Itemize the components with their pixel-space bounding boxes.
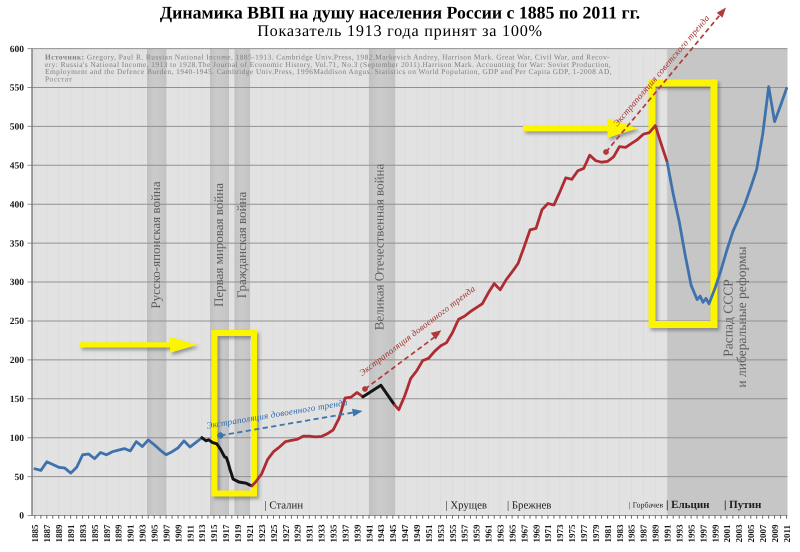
svg-text:| Горбачев: | Горбачев — [629, 501, 663, 510]
svg-text:1979: 1979 — [591, 524, 601, 543]
svg-text:Распад СССР: Распад СССР — [721, 279, 736, 356]
svg-text:1951: 1951 — [424, 524, 434, 543]
svg-text:1905: 1905 — [150, 524, 160, 543]
svg-text:400: 400 — [10, 200, 25, 210]
svg-text:1961: 1961 — [484, 524, 494, 543]
svg-text:| Сталин: | Сталин — [265, 500, 304, 512]
svg-text:1955: 1955 — [448, 524, 458, 543]
svg-text:| Путин: | Путин — [724, 499, 762, 511]
svg-text:Employment and the Defence Bur: Employment and the Defence Burden, 1940-… — [45, 67, 612, 76]
svg-text:1887: 1887 — [42, 524, 52, 543]
svg-text:1959: 1959 — [472, 524, 482, 543]
svg-text:1889: 1889 — [54, 524, 64, 543]
svg-text:1895: 1895 — [90, 524, 100, 543]
svg-text:1909: 1909 — [173, 524, 183, 543]
svg-text:1899: 1899 — [114, 524, 124, 543]
svg-text:100: 100 — [10, 434, 25, 444]
svg-text:450: 450 — [10, 162, 25, 172]
svg-text:1965: 1965 — [507, 524, 517, 543]
svg-text:и либеральные реформы: и либеральные реформы — [734, 246, 749, 387]
svg-text:1885: 1885 — [30, 524, 40, 543]
svg-text:1907: 1907 — [161, 524, 171, 543]
svg-text:1969: 1969 — [531, 524, 541, 543]
svg-text:Показатель 1913 года принят за: Показатель 1913 года принят за 100% — [257, 22, 543, 40]
svg-text:1989: 1989 — [651, 524, 661, 543]
svg-text:2007: 2007 — [758, 524, 768, 543]
svg-text:1947: 1947 — [400, 524, 410, 543]
svg-text:2001: 2001 — [722, 524, 732, 543]
svg-text:1967: 1967 — [519, 524, 529, 543]
svg-text:1901: 1901 — [126, 524, 136, 543]
svg-text:1997: 1997 — [698, 524, 708, 543]
svg-text:600: 600 — [10, 45, 25, 55]
svg-text:Динамика ВВП на душу населения: Динамика ВВП на душу населения России с … — [160, 3, 640, 23]
svg-text:1949: 1949 — [412, 524, 422, 543]
svg-text:1919: 1919 — [233, 524, 243, 543]
svg-text:1929: 1929 — [293, 524, 303, 543]
svg-text:Великая Отечественная война: Великая Отечественная война — [372, 163, 387, 330]
svg-text:1953: 1953 — [436, 524, 446, 543]
svg-text:2011: 2011 — [782, 524, 792, 542]
svg-text:| Хрущев: | Хрущев — [446, 500, 488, 512]
svg-text:1921: 1921 — [245, 524, 255, 543]
svg-text:1993: 1993 — [675, 524, 685, 543]
svg-text:0: 0 — [19, 512, 24, 522]
svg-text:1987: 1987 — [639, 524, 649, 543]
svg-text:500: 500 — [10, 123, 25, 133]
svg-text:1977: 1977 — [579, 524, 589, 543]
svg-text:1925: 1925 — [269, 524, 279, 543]
svg-text:1931: 1931 — [305, 524, 315, 543]
svg-text:1935: 1935 — [329, 524, 339, 543]
svg-text:1917: 1917 — [221, 524, 231, 543]
svg-text:1923: 1923 — [257, 524, 267, 543]
svg-text:1941: 1941 — [364, 524, 374, 543]
svg-text:300: 300 — [10, 278, 25, 288]
svg-text:50: 50 — [15, 473, 25, 483]
svg-text:1971: 1971 — [543, 524, 553, 543]
svg-text:1945: 1945 — [388, 524, 398, 543]
svg-text:1897: 1897 — [102, 524, 112, 543]
svg-text:1943: 1943 — [376, 524, 386, 543]
svg-text:200: 200 — [10, 356, 25, 366]
svg-text:1981: 1981 — [603, 524, 613, 543]
svg-text:| Брежнев: | Брежнев — [507, 500, 551, 512]
svg-text:Первая мировая война: Первая мировая война — [211, 183, 226, 307]
svg-text:1963: 1963 — [496, 524, 506, 543]
svg-text:2003: 2003 — [734, 524, 744, 543]
svg-text:ery: Russia's National Income,: ery: Russia's National Income, 1913 to 1… — [45, 60, 611, 69]
svg-text:1927: 1927 — [281, 524, 291, 543]
svg-text:1973: 1973 — [555, 524, 565, 543]
svg-text:1937: 1937 — [340, 524, 350, 543]
svg-text:1939: 1939 — [352, 524, 362, 543]
svg-text:1893: 1893 — [78, 524, 88, 543]
svg-text:150: 150 — [10, 395, 25, 405]
svg-text:1915: 1915 — [209, 524, 219, 543]
svg-text:Гражданская война: Гражданская война — [234, 192, 249, 299]
svg-text:Источник: Gregory, Paul R. Rus: Источник: Gregory, Paul R. Russian Natio… — [45, 53, 610, 62]
svg-text:| Ельцин: | Ельцин — [666, 499, 710, 511]
svg-text:550: 550 — [10, 84, 25, 94]
svg-text:Росстат: Росстат — [45, 75, 72, 84]
svg-text:2009: 2009 — [770, 524, 780, 543]
svg-text:250: 250 — [10, 317, 25, 327]
svg-text:1985: 1985 — [627, 524, 637, 543]
svg-text:1983: 1983 — [615, 524, 625, 543]
svg-text:1911: 1911 — [185, 524, 195, 542]
svg-text:1991: 1991 — [663, 524, 673, 543]
svg-text:1933: 1933 — [317, 524, 327, 543]
svg-text:1995: 1995 — [686, 524, 696, 543]
svg-text:2005: 2005 — [746, 524, 756, 543]
svg-text:Русско-японская война: Русско-японская война — [148, 181, 163, 309]
svg-text:1957: 1957 — [460, 524, 470, 543]
svg-text:1975: 1975 — [567, 524, 577, 543]
svg-text:350: 350 — [10, 239, 25, 249]
svg-text:1903: 1903 — [138, 524, 148, 543]
svg-text:1913: 1913 — [197, 524, 207, 543]
svg-text:1891: 1891 — [66, 524, 76, 543]
svg-text:1999: 1999 — [710, 524, 720, 543]
